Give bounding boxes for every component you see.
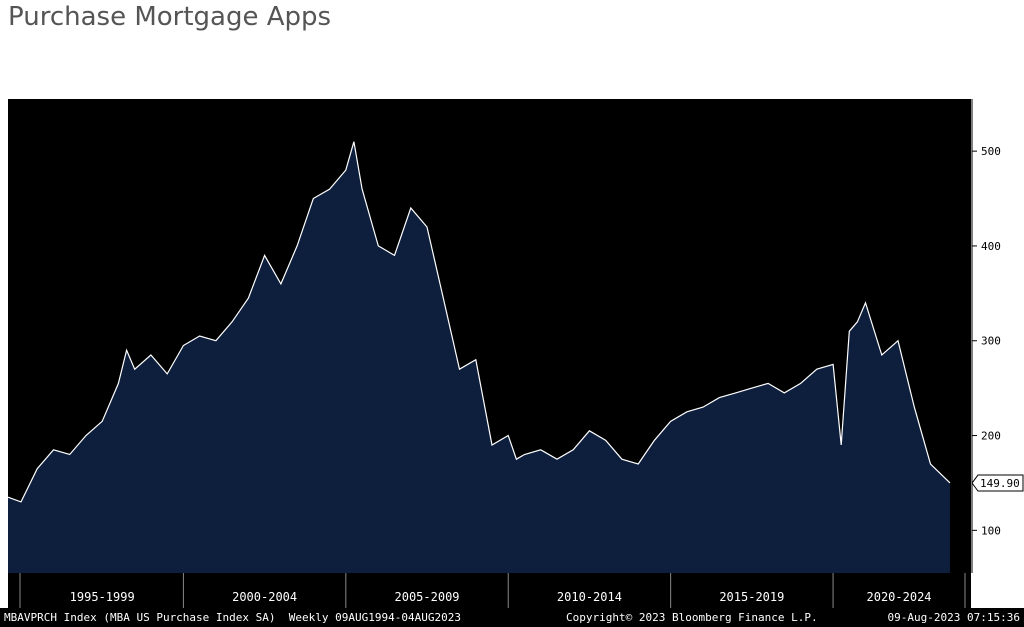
x-category-label: 1995-1999 (70, 590, 135, 604)
footer-band (0, 608, 1024, 627)
y-tick-label: 100 (981, 524, 1001, 537)
series-line (7, 141, 951, 503)
y-tick-label: 300 (981, 335, 1001, 348)
x-axis-band (8, 573, 971, 608)
page-title: Purchase Mortgage Apps (8, 2, 332, 32)
series-area (8, 141, 950, 573)
y-axis: 100 200 300 400 500 149.90 (971, 99, 1024, 573)
footer-index-info: MBAVPRCH Index (MBA US Purchase Index SA… (4, 611, 461, 624)
x-axis: 1995-1999 2000-2004 2005-2009 2010-2014 2015… (19, 573, 966, 608)
y-axis-panel (971, 99, 1024, 573)
y-tick-label: 500 (981, 145, 1001, 158)
footer-timestamp: 09-Aug-2023 07:15:36 (888, 611, 1020, 624)
x-category-label: 2010-2014 (557, 590, 622, 604)
last-value-tag (971, 474, 1024, 492)
x-category-label: 2000-2004 (232, 590, 297, 604)
last-value-label: 149.90 (980, 477, 1020, 490)
y-tick-label: 400 (981, 240, 1001, 253)
footer-copyright: Copyright© 2023 Bloomberg Finance L.P. (566, 611, 818, 624)
x-category-label: 2020-2024 (867, 590, 932, 604)
x-category-label: 2015-2019 (719, 590, 784, 604)
y-tick-label: 200 (981, 430, 1001, 443)
x-category-label: 2005-2009 (395, 590, 460, 604)
series-layer (7, 141, 951, 573)
